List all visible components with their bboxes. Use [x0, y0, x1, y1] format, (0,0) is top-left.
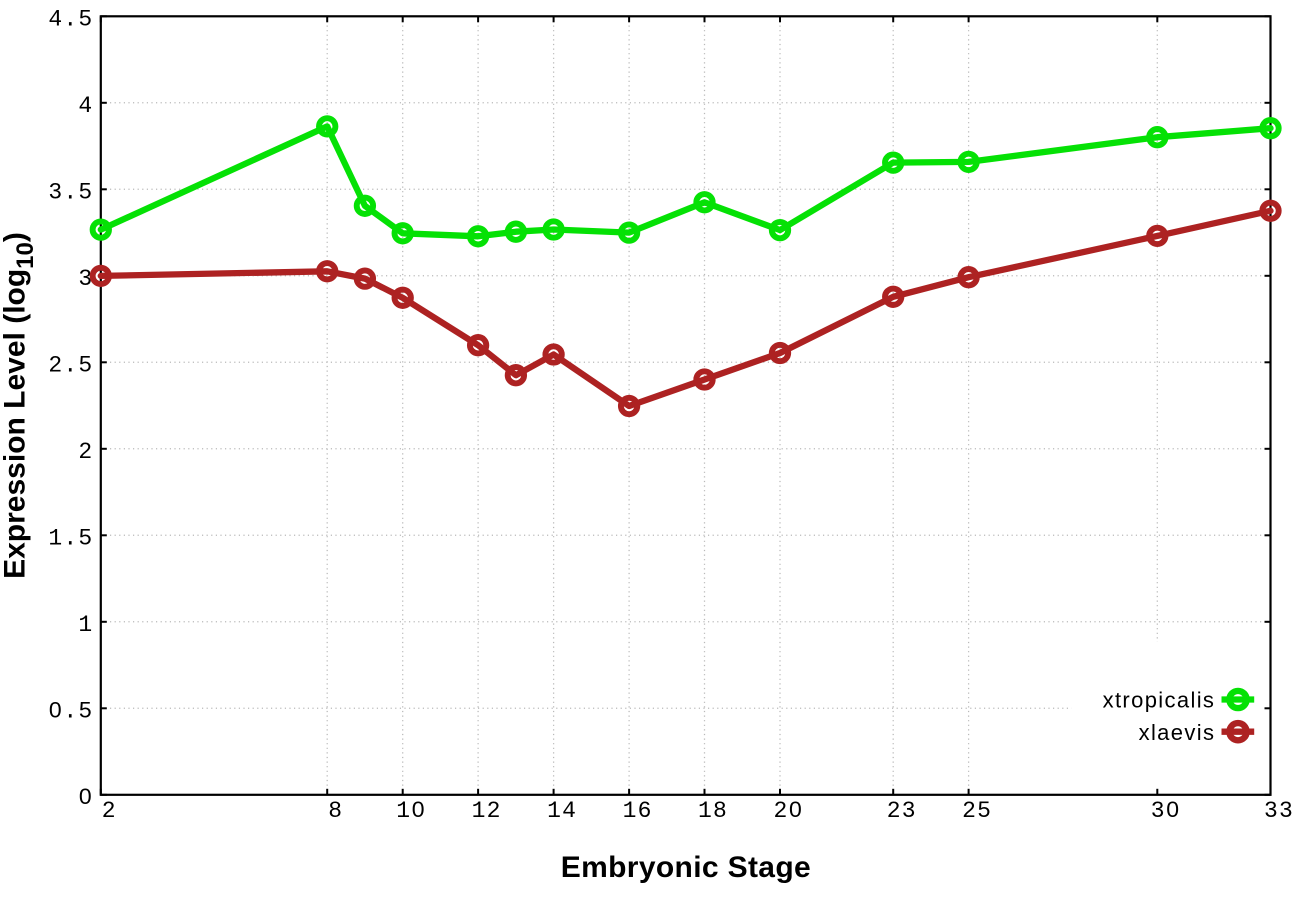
svg-text:16: 16	[623, 798, 653, 824]
svg-text:Embryonic Stage: Embryonic Stage	[561, 851, 811, 884]
svg-text:xtropicalis: xtropicalis	[1103, 687, 1216, 712]
svg-text:1.5: 1.5	[48, 525, 93, 551]
svg-text:20: 20	[773, 798, 803, 824]
svg-text:2.5: 2.5	[48, 352, 93, 378]
svg-text:3.5: 3.5	[48, 179, 93, 205]
svg-text:14: 14	[547, 798, 577, 824]
svg-text:1: 1	[78, 612, 93, 638]
svg-text:23: 23	[887, 798, 917, 824]
svg-text:30: 30	[1151, 798, 1181, 824]
svg-text:2: 2	[102, 798, 117, 824]
svg-text:12: 12	[472, 798, 502, 824]
svg-text:4.5: 4.5	[48, 6, 93, 32]
svg-text:3: 3	[78, 266, 93, 292]
svg-text:4: 4	[78, 93, 93, 119]
svg-text:2: 2	[78, 439, 93, 465]
svg-text:8: 8	[328, 798, 343, 824]
svg-text:10: 10	[396, 798, 426, 824]
svg-text:xlaevis: xlaevis	[1139, 720, 1216, 745]
svg-text:25: 25	[962, 798, 992, 824]
svg-text:0.5: 0.5	[48, 698, 93, 724]
svg-text:18: 18	[698, 798, 728, 824]
svg-text:33: 33	[1264, 798, 1294, 824]
